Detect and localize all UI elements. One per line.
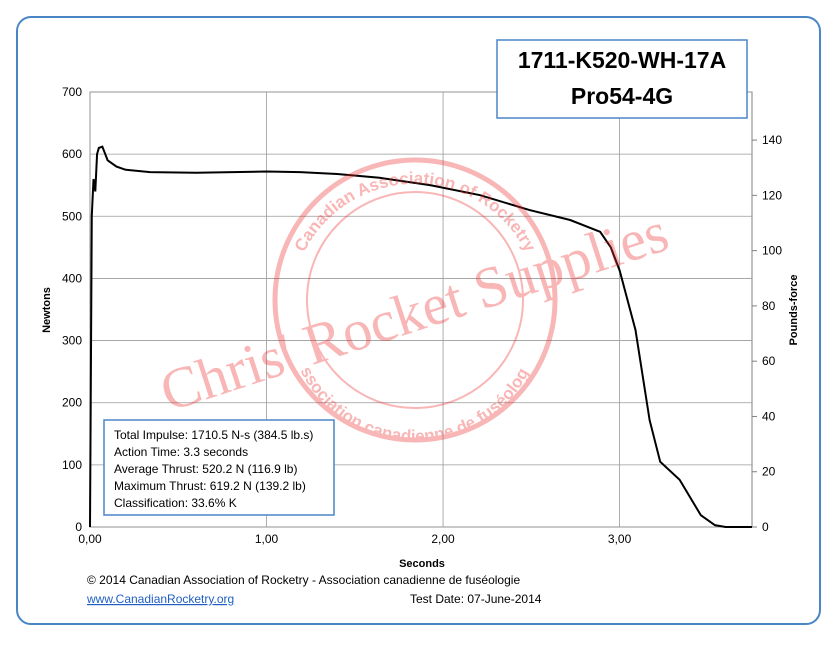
seal-ring xyxy=(272,157,558,443)
chart-subtitle: Pro54-4G xyxy=(571,83,673,109)
y-tick-label: 600 xyxy=(62,147,82,161)
stat-line: Average Thrust: 520.2 N (116.9 lb) xyxy=(114,462,297,476)
stat-line: Classification: 33.6% K xyxy=(114,496,237,510)
y-tick-label: 400 xyxy=(62,271,82,285)
title-box xyxy=(496,39,748,119)
y2-tick-label: 60 xyxy=(762,354,776,368)
stat-line: Total Impulse: 1710.5 N-s (384.5 lb.s) xyxy=(114,428,313,442)
x-axis-label: Seconds xyxy=(399,558,445,570)
x-tick-label: 3,00 xyxy=(608,532,632,546)
y2-tick-label: 40 xyxy=(762,409,776,423)
thrust-line xyxy=(89,145,752,528)
stat-line: Maximum Thrust: 619.2 N (139.2 lb) xyxy=(114,479,306,493)
y-tick-label: 300 xyxy=(62,334,82,348)
seal-ring xyxy=(306,191,524,409)
y-axis-label: Newtons xyxy=(41,287,53,333)
y-tick-label: 500 xyxy=(62,209,82,223)
y2-axis-label: Pounds-force xyxy=(788,275,800,346)
y2-tick-label: 80 xyxy=(762,299,776,313)
stats-box xyxy=(103,419,335,516)
url[interactable]: www.CanadianRocketry.org xyxy=(86,592,234,606)
stat-line: Action Time: 3.3 seconds xyxy=(114,445,248,459)
y2-tick-label: 140 xyxy=(762,133,782,147)
y-tick-label: 100 xyxy=(62,458,82,472)
y2-tick-label: 0 xyxy=(762,520,769,534)
y-tick-label: 0 xyxy=(75,520,82,534)
x-tick-label: 1,00 xyxy=(255,532,279,546)
y2-tick-label: 20 xyxy=(762,465,776,479)
chart-title: 1711-K520-WH-17A xyxy=(518,47,726,73)
test-date: Test Date: 07-June-2014 xyxy=(410,592,542,606)
x-tick-label: 2,00 xyxy=(431,532,455,546)
y2-tick-label: 120 xyxy=(762,188,782,202)
x-tick-label: 0,00 xyxy=(78,532,102,546)
y2-tick-label: 100 xyxy=(762,244,782,258)
y-tick-label: 700 xyxy=(62,85,82,99)
copyright: © 2014 Canadian Association of Rocketry … xyxy=(87,573,520,587)
y-tick-label: 200 xyxy=(62,396,82,410)
